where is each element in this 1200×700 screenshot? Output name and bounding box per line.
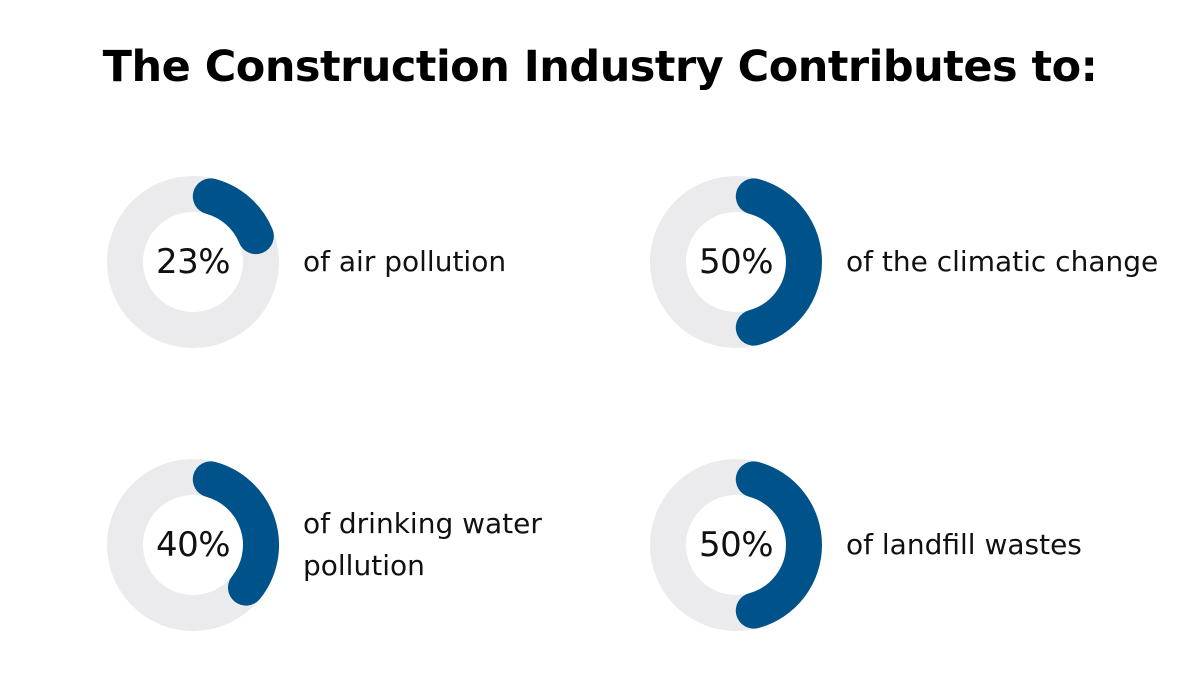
- description-landfill-wastes: of landfill wastes: [846, 528, 1082, 561]
- description-air-pollution: of air pollution: [303, 245, 507, 278]
- donut-chart-climatic-change: [650, 176, 822, 348]
- percentage-air-pollution: 23%: [155, 242, 231, 282]
- description-climatic-change: of the climatic change: [846, 245, 1159, 278]
- stat-landfill-wastes: 50% of landfill wastes: [646, 455, 1200, 635]
- stat-climatic-change: 50% of the climatic change: [646, 172, 1200, 352]
- percentage-landfill-wastes: 50%: [698, 525, 774, 565]
- stat-air-pollution: 23% of air pollution: [103, 172, 663, 352]
- donut-chart-air-pollution: [107, 176, 279, 348]
- percentage-climatic-change: 50%: [698, 242, 774, 282]
- stat-drinking-water-pollution: 40% of drinking water pollution: [103, 455, 663, 635]
- donut-arc-air-pollution: [192, 178, 274, 255]
- page-title: The Construction Industry Contributes to…: [102, 42, 1098, 92]
- donut-chart-landfill-wastes: [650, 459, 822, 631]
- description-drinking-water-pollution: of drinking water pollution: [303, 507, 542, 582]
- percentage-drinking-water-pollution: 40%: [155, 525, 231, 565]
- donut-arc-climatic-change: [735, 178, 822, 346]
- donut-arc-landfill-wastes: [735, 461, 822, 629]
- donut-arc-drinking-water-pollution: [192, 461, 279, 606]
- donut-chart-drinking-water-pollution: [107, 459, 279, 631]
